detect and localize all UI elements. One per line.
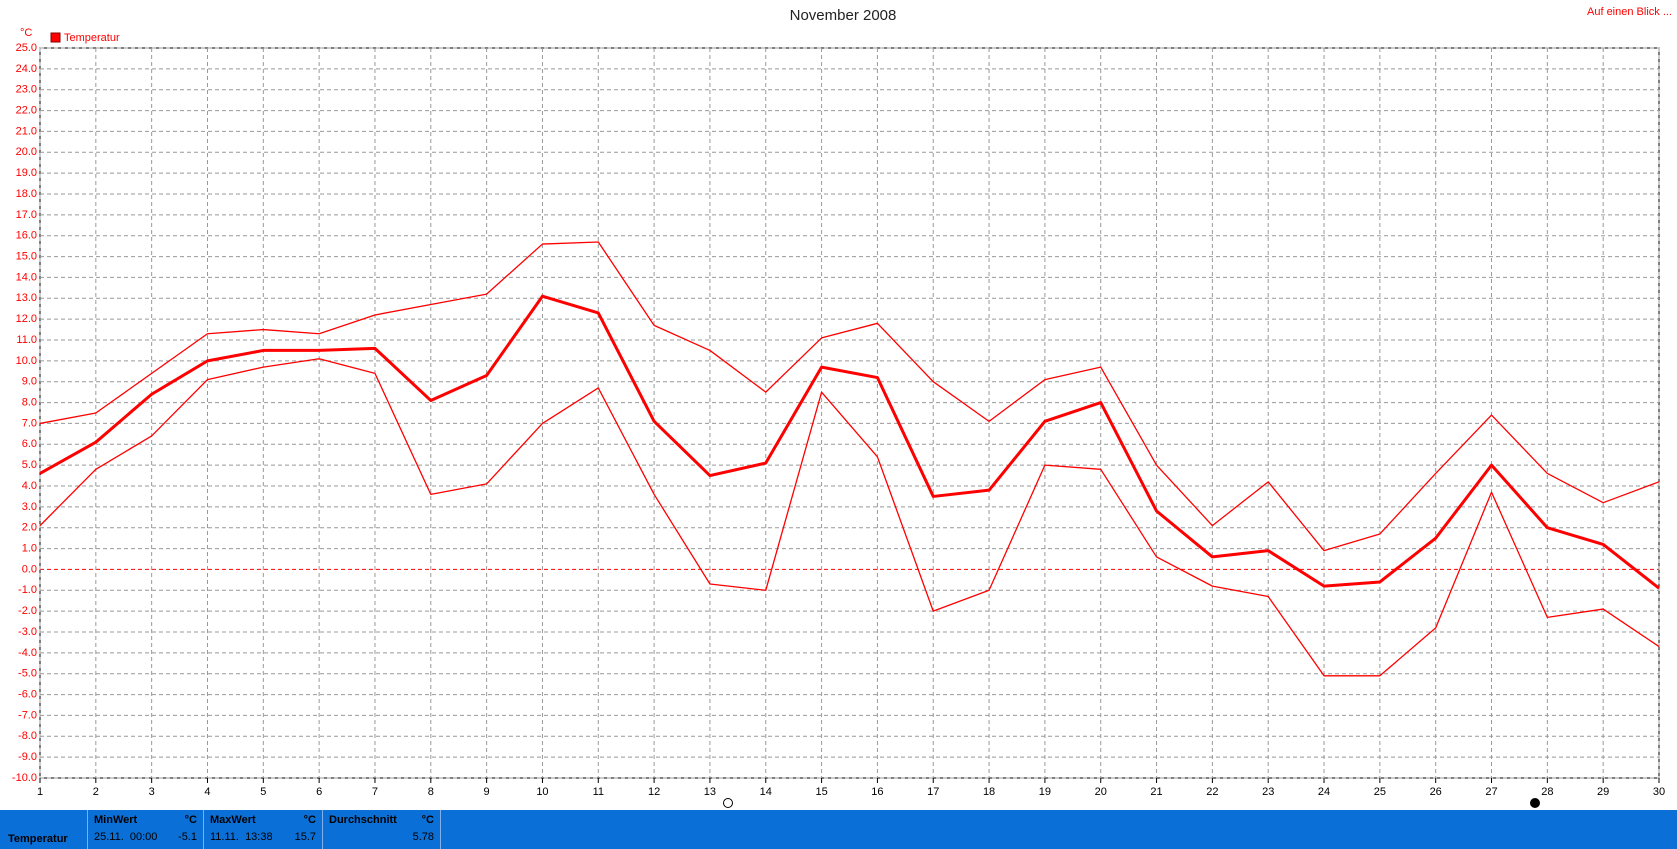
x-tick-label: 8: [428, 786, 434, 798]
y-tick-label: 13.0: [16, 292, 37, 304]
x-tick-label: 1: [37, 786, 43, 798]
y-tick-label: 1.0: [22, 542, 37, 554]
y-tick-label: -5.0: [18, 668, 37, 680]
y-tick-label: 23.0: [16, 84, 37, 96]
y-tick-label: -2.0: [18, 605, 37, 617]
x-tick-label: 20: [1095, 786, 1107, 798]
x-tick-label: 15: [815, 786, 827, 798]
y-tick-label: 0.0: [22, 563, 37, 575]
summary-panel: Temperatur MinWert °C 25.11. 00:00 -5.1 …: [0, 810, 1677, 849]
chart: November 2008 Auf einen Blick ... °C Tem…: [12, 6, 1672, 808]
temperature-line: [39, 358, 1660, 677]
x-tick-label: 22: [1206, 786, 1218, 798]
y-tick-label: 12.0: [16, 313, 37, 325]
y-axis-label: °C: [20, 27, 32, 39]
plot-area: [39, 47, 1660, 779]
summary-when: 25.11. 00:00: [94, 831, 158, 843]
legend-swatch: [50, 32, 61, 43]
y-tick-label: 25.0: [16, 42, 37, 54]
temperature-line: [39, 241, 1660, 552]
x-tick-label: 29: [1597, 786, 1609, 798]
summary-unit: °C: [421, 814, 434, 826]
x-tick-label: 11: [593, 786, 604, 798]
summary-value: 15.7: [294, 831, 316, 843]
y-tick-label: 22.0: [16, 104, 37, 116]
summary-cell: MaxWert °C 11.11. 13:38 15.7: [204, 810, 323, 849]
y-tick-label: 3.0: [22, 501, 37, 513]
y-tick-label: 9.0: [22, 376, 37, 388]
y-tick-label: -10.0: [12, 772, 37, 784]
y-tick-label: 4.0: [22, 480, 37, 492]
x-tick-label: 7: [372, 786, 378, 798]
summary-unit: °C: [303, 814, 316, 826]
summary-cell: MinWert °C 25.11. 00:00 -5.1: [88, 810, 204, 849]
y-tick-label: 16.0: [16, 230, 37, 242]
x-tick-label: 14: [760, 786, 772, 798]
x-tick-label: 6: [316, 786, 322, 798]
x-tick-label: 13: [704, 786, 716, 798]
y-tick-label: -6.0: [18, 688, 37, 700]
summary-value: -5.1: [178, 831, 197, 843]
legend-label: Temperatur: [64, 32, 120, 44]
y-tick-label: 20.0: [16, 146, 37, 158]
overview-link[interactable]: Auf einen Blick ...: [1587, 6, 1672, 18]
x-tick-label: 16: [871, 786, 883, 798]
x-tick-label: 28: [1541, 786, 1553, 798]
x-tick-label: 5: [260, 786, 266, 798]
summary-name: Temperatur: [8, 833, 68, 845]
y-tick-label: 21.0: [16, 125, 37, 137]
y-tick-label: -3.0: [18, 626, 37, 638]
x-tick-label: 25: [1374, 786, 1386, 798]
y-tick-label: 19.0: [16, 167, 37, 179]
y-tick-label: 17.0: [16, 209, 37, 221]
y-tick-label: 11.0: [16, 334, 37, 346]
moon-icon: [723, 798, 733, 808]
x-tick-label: 17: [927, 786, 939, 798]
x-tick-label: 4: [204, 786, 210, 798]
y-tick-label: -7.0: [18, 709, 37, 721]
summary-cell: Temperatur: [0, 810, 88, 849]
x-tick-label: 19: [1039, 786, 1051, 798]
x-tick-label: 3: [149, 786, 155, 798]
x-tick-label: 2: [93, 786, 99, 798]
y-tick-label: 14.0: [16, 271, 37, 283]
x-tick-label: 21: [1150, 786, 1162, 798]
y-tick-label: 7.0: [22, 417, 37, 429]
x-tick-label: 10: [536, 786, 548, 798]
x-tick-label: 26: [1430, 786, 1442, 798]
x-tick-label: 27: [1485, 786, 1497, 798]
summary-title: MaxWert: [210, 814, 256, 826]
x-tick-label: 23: [1262, 786, 1274, 798]
summary-title: MinWert: [94, 814, 138, 826]
y-tick-label: 8.0: [22, 396, 37, 408]
y-tick-label: -8.0: [18, 730, 37, 742]
summary-title: Durchschnitt: [329, 814, 397, 826]
x-tick-label: 30: [1653, 786, 1665, 798]
chart-title: November 2008: [790, 7, 897, 24]
x-tick-label: 18: [983, 786, 995, 798]
y-tick-label: 10.0: [16, 355, 37, 367]
moon-icon: [1530, 798, 1540, 808]
summary-cell: Durchschnitt °C 5.78: [323, 810, 441, 849]
summary-unit: °C: [184, 814, 197, 826]
x-tick-label: 12: [648, 786, 660, 798]
y-tick-label: -4.0: [18, 647, 37, 659]
temperature-line: [39, 294, 1660, 590]
y-tick-label: -1.0: [18, 584, 37, 596]
y-tick-label: 24.0: [16, 63, 37, 75]
y-tick-label: -9.0: [18, 751, 37, 763]
x-tick-label: 9: [484, 786, 490, 798]
y-tick-label: 18.0: [16, 188, 37, 200]
y-tick-label: 6.0: [22, 438, 37, 450]
y-tick-label: 2.0: [22, 522, 37, 534]
summary-when: 11.11. 13:38: [210, 831, 273, 843]
x-tick-label: 24: [1318, 786, 1330, 798]
summary-value: 5.78: [412, 831, 434, 843]
y-tick-label: 5.0: [22, 459, 37, 471]
y-tick-label: 15.0: [16, 250, 37, 262]
